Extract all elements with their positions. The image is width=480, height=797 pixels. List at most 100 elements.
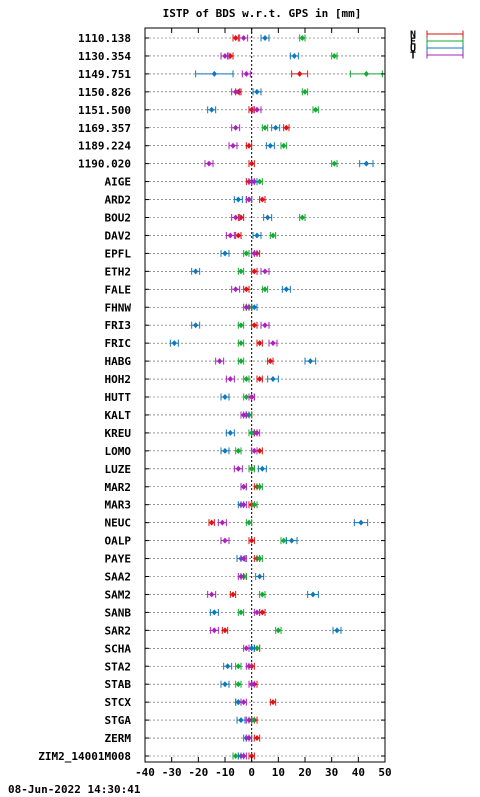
point-E: [237, 321, 245, 329]
category-label: SAM2: [105, 588, 132, 601]
point-E: [275, 626, 282, 634]
point-U: [225, 429, 235, 437]
point-E: [256, 483, 263, 491]
point-T: [217, 519, 227, 527]
point-marker: [235, 196, 241, 203]
x-tick-label: 40: [352, 766, 365, 779]
point-U: [251, 303, 258, 311]
point-marker: [246, 519, 252, 526]
point-T: [225, 231, 235, 239]
point-marker: [235, 447, 241, 454]
point-T: [241, 70, 251, 78]
point-U: [289, 52, 299, 60]
point-marker: [241, 753, 247, 759]
category-label: 1189.224: [78, 140, 131, 153]
point-marker: [246, 717, 252, 724]
point-U: [195, 70, 234, 78]
point-N: [229, 590, 237, 598]
point-N: [269, 698, 277, 706]
point-E: [349, 70, 383, 78]
point-marker: [257, 178, 263, 185]
point-E: [251, 501, 258, 509]
category-label: SANB: [105, 606, 132, 619]
point-T: [225, 375, 235, 383]
point-marker: [270, 376, 276, 383]
category-label: 1190.020: [78, 158, 131, 171]
point-marker: [289, 537, 295, 544]
point-T: [209, 626, 219, 634]
category-label: STA2: [105, 660, 132, 673]
point-U: [304, 357, 317, 365]
point-U: [223, 662, 233, 670]
x-tick-label: 10: [272, 766, 285, 779]
point-marker: [233, 88, 239, 95]
point-marker: [249, 429, 255, 436]
point-E: [312, 106, 319, 114]
point-marker: [235, 681, 241, 688]
point-U: [332, 626, 342, 634]
category-label: FHNW: [105, 301, 132, 314]
point-E: [237, 608, 245, 616]
point-T: [220, 537, 230, 545]
point-marker: [270, 232, 276, 239]
x-tick-label: -30: [162, 766, 182, 779]
category-label: STGA: [105, 714, 132, 727]
category-label: 1169.357: [78, 122, 131, 135]
point-marker: [267, 142, 273, 149]
category-label: ETH2: [105, 265, 132, 278]
legend-label: E: [410, 37, 416, 48]
point-marker: [267, 358, 273, 365]
point-marker: [358, 519, 364, 526]
point-marker: [233, 35, 239, 41]
point-marker: [254, 735, 260, 742]
point-marker: [241, 501, 247, 508]
point-T: [248, 178, 255, 186]
x-tick-label: -10: [215, 766, 235, 779]
point-marker: [257, 483, 263, 490]
point-N: [253, 734, 261, 742]
legend-sample: [426, 44, 464, 52]
point-U: [209, 608, 219, 616]
point-marker: [249, 537, 255, 544]
point-T: [245, 662, 253, 670]
point-U: [220, 447, 230, 455]
point-T: [253, 608, 261, 616]
point-T: [245, 716, 253, 724]
point-marker: [206, 160, 212, 167]
point-marker: [233, 214, 239, 221]
point-U: [307, 590, 319, 598]
point-marker: [222, 681, 228, 688]
point-marker: [238, 322, 244, 329]
point-marker: [249, 178, 255, 185]
point-U: [260, 34, 270, 42]
point-T: [243, 644, 250, 652]
point-E: [261, 285, 269, 293]
category-label: LUZE: [105, 463, 132, 476]
point-marker: [257, 573, 263, 580]
point-marker: [222, 447, 228, 454]
point-marker: [299, 35, 305, 41]
point-marker: [251, 250, 257, 257]
point-U: [220, 680, 230, 688]
point-E: [259, 590, 266, 598]
legend-label: T: [410, 51, 416, 62]
point-N: [248, 537, 255, 545]
point-marker: [246, 196, 252, 203]
category-label: HOH2: [105, 373, 132, 386]
point-E: [235, 680, 242, 688]
point-T: [240, 411, 247, 419]
point-marker: [241, 699, 247, 706]
point-T: [240, 501, 247, 509]
category-label: ZERM: [105, 732, 132, 745]
point-marker: [262, 268, 268, 275]
point-marker: [222, 394, 228, 400]
point-U: [257, 465, 267, 473]
point-U: [267, 375, 279, 383]
x-tick-label: 20: [298, 766, 311, 779]
point-marker: [209, 519, 215, 526]
point-marker: [281, 537, 287, 544]
point-U: [359, 160, 374, 168]
category-label: 1149.751: [78, 68, 131, 81]
point-U: [191, 321, 201, 329]
point-T: [243, 303, 250, 311]
